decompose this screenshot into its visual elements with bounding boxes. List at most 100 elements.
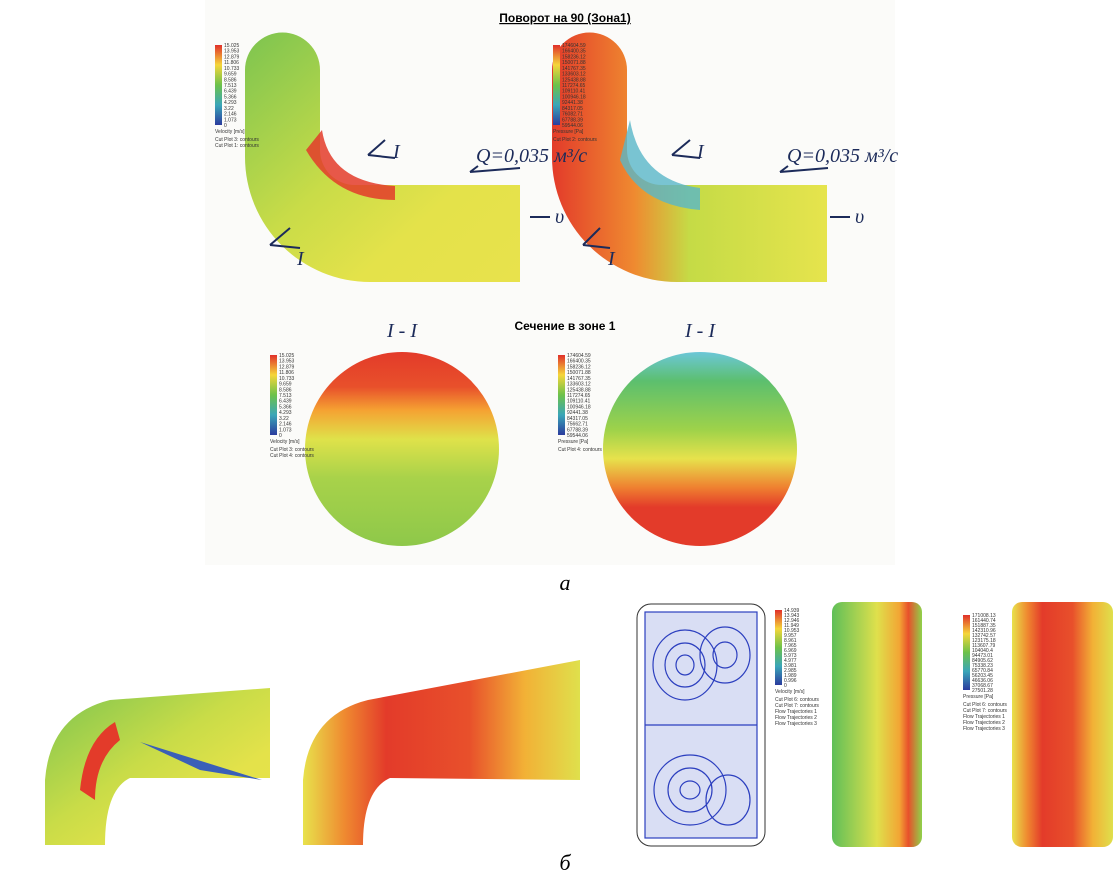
legend-title: Velocity [m/s]	[270, 439, 300, 445]
legend-note: Flow Trajectories 2	[775, 715, 817, 721]
legend-value: 171008.13	[972, 613, 996, 619]
legend-value: 4.293	[224, 100, 237, 106]
legend-value: 37068.67	[972, 683, 993, 689]
legend-value: 0	[784, 683, 787, 689]
legend-note: Cut Plot 6: contours	[775, 697, 819, 703]
section-mark: I	[392, 141, 401, 163]
legend-note: Cut Plot 3: contours	[270, 447, 314, 453]
legend-value: 59544.06	[562, 123, 583, 129]
legend-value: 133603.12	[567, 382, 591, 388]
legend-colorbar	[963, 615, 970, 690]
legend-value: 8.586	[279, 387, 292, 393]
legend-value: 11.949	[784, 623, 799, 629]
legend-value: 12.879	[224, 54, 240, 60]
velocity-section-b	[832, 602, 922, 847]
legend-note: Cut Plot 7: contours	[775, 703, 819, 709]
legend-value: 92441.38	[567, 410, 588, 416]
legend-colorbar	[270, 355, 277, 435]
legend-value: 109110.41	[567, 399, 590, 405]
pressure-elbow	[552, 32, 827, 282]
legend-value: 3.22	[224, 106, 234, 112]
legend-value: 5.366	[224, 94, 237, 100]
velocity-peak-b	[80, 722, 120, 800]
legend-value: 113607.79	[972, 643, 995, 649]
legend-value: 1.073	[279, 427, 292, 433]
legend-value: 94473.01	[972, 653, 993, 659]
legend-value: 100946.18	[567, 404, 591, 410]
velocity-low-b	[140, 742, 262, 780]
legend-value: 10.733	[279, 376, 295, 382]
pressure-low	[620, 120, 700, 210]
legend-value: 151887.35	[972, 623, 996, 629]
legend-value: 5.366	[279, 404, 292, 410]
legend-note: Cut Plot 1: contours	[215, 143, 259, 149]
legend-value: 0	[224, 123, 227, 129]
legend-value: 15.025	[224, 43, 240, 49]
legend-note: Cut Plot 2: contours	[553, 137, 597, 143]
legend-value: 59544.06	[567, 433, 588, 439]
legend-value: 158236.12	[562, 54, 586, 60]
section-mark: I	[296, 248, 305, 270]
velocity-symbol: υ	[855, 206, 864, 228]
legend-value: 92441.38	[562, 100, 583, 106]
legend-value: 8.586	[224, 77, 237, 83]
legend-colorbar	[553, 45, 560, 125]
legend-value: 10.953	[784, 628, 800, 634]
legend-value: 2.146	[224, 112, 237, 118]
legend-value: 76082.71	[562, 112, 583, 118]
legend-value: 7.513	[224, 83, 237, 89]
legend-value: 7.513	[279, 393, 292, 399]
pressure-elbow-b	[303, 660, 580, 845]
velocity-elbow	[245, 32, 520, 282]
caption: а	[560, 570, 571, 595]
legend-value: 161440.74	[972, 618, 996, 624]
legend-value: 141767.35	[567, 376, 591, 382]
legend-value: 0	[279, 433, 282, 439]
legend-value: 6.439	[279, 399, 292, 405]
legend-note: Flow Trajectories 2	[963, 720, 1005, 726]
legend-value: 67788.39	[562, 117, 583, 123]
legend-value: 4.977	[784, 658, 797, 664]
legend-value: 109110.41	[562, 89, 585, 95]
legend-value: 174604.59	[562, 43, 586, 49]
caption: б	[559, 850, 571, 875]
legend-note: Cut Plot 6: contours	[963, 702, 1007, 708]
legend-note: Cut Plot 4: contours	[558, 447, 602, 453]
legend-value: 125438.88	[562, 77, 586, 83]
legend-value: 132742.57	[972, 633, 996, 639]
pressure-section-b	[1012, 602, 1113, 847]
legend-value: 3.981	[784, 663, 797, 669]
section-mark: I	[607, 248, 616, 270]
legend-note: Flow Trajectories 1	[775, 709, 817, 715]
legend-value: 2.146	[279, 422, 292, 428]
section-mark: I	[696, 141, 705, 163]
legend-note: Cut Plot 7: contours	[963, 708, 1007, 714]
legend-note: Flow Trajectories 3	[775, 721, 817, 727]
legend-value: 117274.65	[562, 83, 585, 89]
legend-title: Pressure [Pa]	[963, 694, 994, 700]
legend-value: 13.953	[279, 359, 295, 365]
section-label: I - I	[386, 320, 418, 342]
legend-value: 0.996	[784, 678, 797, 684]
legend-value: 5.973	[784, 653, 797, 659]
legend-value: 174604.59	[567, 353, 591, 359]
flow-rate: Q=0,035 м³/с	[787, 145, 898, 167]
section-marks	[269, 139, 850, 249]
legend-value: 1.989	[784, 673, 797, 679]
section-title: Сечение в зоне 1	[515, 319, 616, 333]
title: Поворот на 90 (Зона1)	[499, 11, 630, 25]
legend-value: 142310.96	[972, 628, 996, 634]
legend-value: 133603.12	[562, 72, 586, 78]
legend-title: Pressure [Pa]	[558, 439, 589, 445]
legend-note: Flow Trajectories 3	[963, 726, 1005, 732]
legend-title: Velocity [m/s]	[775, 689, 805, 695]
legend-note: Cut Plot 4: contours	[270, 453, 314, 459]
legend-value: 4.293	[279, 410, 292, 416]
legend-value: 100946.18	[562, 94, 586, 100]
legend-value: 67788.39	[567, 427, 588, 433]
legend-value: 9.957	[784, 633, 797, 639]
legend-value: 9.659	[224, 72, 237, 78]
legend-value: 8.961	[784, 638, 797, 644]
legend-value: 150071.88	[562, 60, 586, 66]
